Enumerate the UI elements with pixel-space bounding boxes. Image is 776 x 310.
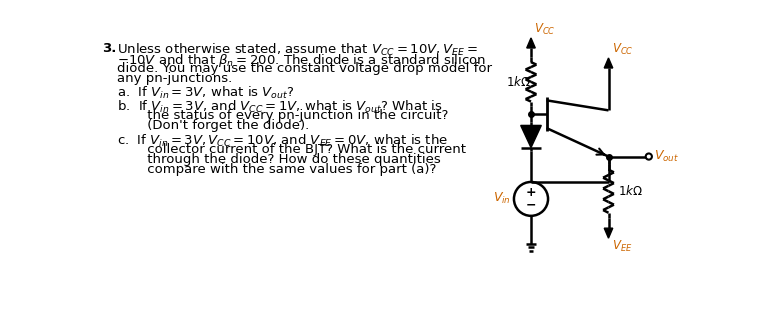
Text: +: +: [525, 186, 536, 199]
Polygon shape: [605, 228, 613, 238]
Polygon shape: [605, 58, 613, 68]
Text: 3.: 3.: [102, 42, 116, 55]
Polygon shape: [527, 38, 535, 48]
Text: collector current of the BJT? What is the current: collector current of the BJT? What is th…: [126, 143, 466, 156]
Text: c.  If $V_{in} = 3V, V_{CC} = 10V$, and $V_{EE} = 0V$, what is the: c. If $V_{in} = 3V, V_{CC} = 10V$, and $…: [117, 133, 448, 149]
Text: compare with the same values for part (a)?: compare with the same values for part (a…: [126, 163, 437, 176]
Text: diode. You may use the constant voltage drop model for: diode. You may use the constant voltage …: [117, 62, 492, 75]
Text: (Don't forget the diode).: (Don't forget the diode).: [126, 119, 310, 132]
Circle shape: [646, 153, 652, 160]
Text: b.  If $V_{in} = 3V$, and $V_{CC} = 1V$, what is $V_{out}$? What is: b. If $V_{in} = 3V$, and $V_{CC} = 1V$, …: [117, 99, 443, 115]
Text: $1k\Omega$: $1k\Omega$: [618, 184, 643, 198]
Text: $V_{EE}$: $V_{EE}$: [611, 239, 632, 254]
Text: $V_{in}$: $V_{in}$: [493, 191, 511, 206]
Text: $V_{CC}$: $V_{CC}$: [611, 42, 633, 57]
Text: the status of every pn-junction in the circuit?: the status of every pn-junction in the c…: [126, 109, 449, 122]
Text: $V_{out}$: $V_{out}$: [654, 149, 679, 164]
Text: −: −: [526, 199, 536, 211]
Text: any pn-junctions.: any pn-junctions.: [117, 72, 232, 85]
Polygon shape: [521, 126, 542, 148]
Text: through the diode? How do these quantities: through the diode? How do these quantiti…: [126, 153, 442, 166]
Text: $-10V$ and that $\beta_n = 200$. The diode is a standard silicon: $-10V$ and that $\beta_n = 200$. The dio…: [117, 52, 487, 69]
Text: a.  If $V_{in} = 3V$, what is $V_{out}$?: a. If $V_{in} = 3V$, what is $V_{out}$?: [117, 85, 295, 101]
Text: $V_{CC}$: $V_{CC}$: [534, 22, 556, 37]
Text: Unless otherwise stated, assume that $V_{CC} = 10V, V_{EE} =$: Unless otherwise stated, assume that $V_…: [117, 42, 478, 58]
Text: $1k\Omega$: $1k\Omega$: [506, 75, 531, 89]
